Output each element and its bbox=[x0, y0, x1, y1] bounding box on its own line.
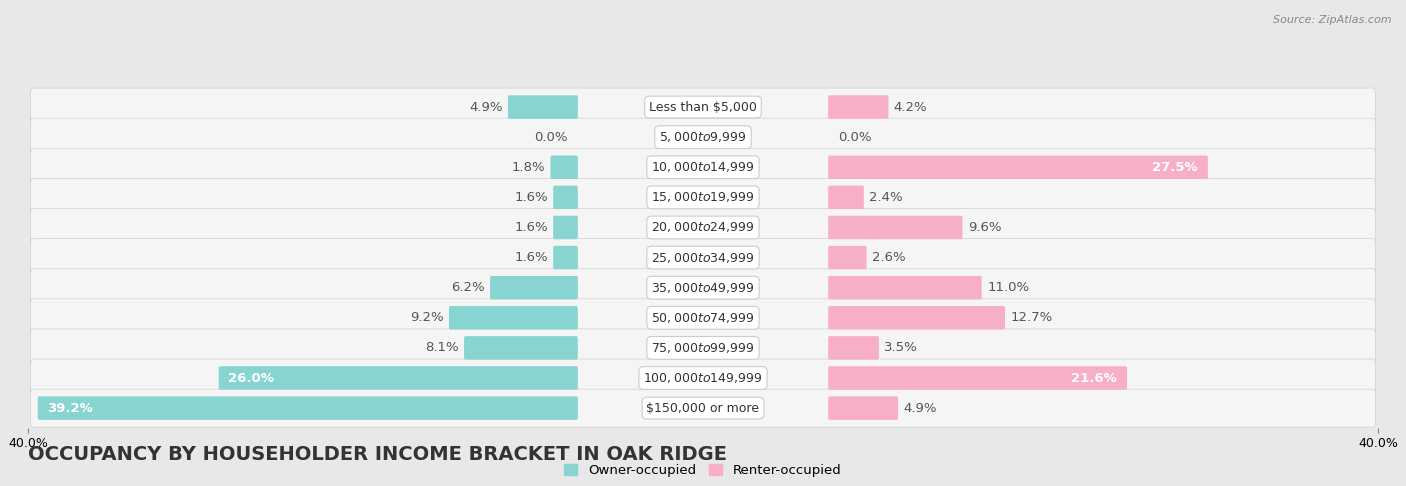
Text: 2.6%: 2.6% bbox=[872, 251, 905, 264]
Text: $150,000 or more: $150,000 or more bbox=[647, 401, 759, 415]
FancyBboxPatch shape bbox=[219, 366, 578, 390]
FancyBboxPatch shape bbox=[31, 239, 1375, 277]
Text: 8.1%: 8.1% bbox=[425, 341, 458, 354]
FancyBboxPatch shape bbox=[828, 336, 879, 360]
FancyBboxPatch shape bbox=[553, 246, 578, 269]
Text: 9.2%: 9.2% bbox=[411, 312, 444, 324]
Text: 12.7%: 12.7% bbox=[1011, 312, 1053, 324]
Text: Source: ZipAtlas.com: Source: ZipAtlas.com bbox=[1274, 15, 1392, 25]
Text: 11.0%: 11.0% bbox=[987, 281, 1029, 294]
FancyBboxPatch shape bbox=[828, 246, 866, 269]
FancyBboxPatch shape bbox=[449, 306, 578, 330]
Text: $25,000 to $34,999: $25,000 to $34,999 bbox=[651, 251, 755, 264]
FancyBboxPatch shape bbox=[491, 276, 578, 299]
FancyBboxPatch shape bbox=[31, 299, 1375, 337]
FancyBboxPatch shape bbox=[828, 276, 981, 299]
FancyBboxPatch shape bbox=[828, 95, 889, 119]
FancyBboxPatch shape bbox=[553, 186, 578, 209]
Text: $35,000 to $49,999: $35,000 to $49,999 bbox=[651, 281, 755, 295]
FancyBboxPatch shape bbox=[508, 95, 578, 119]
FancyBboxPatch shape bbox=[828, 186, 863, 209]
Text: 3.5%: 3.5% bbox=[884, 341, 918, 354]
FancyBboxPatch shape bbox=[31, 118, 1375, 156]
FancyBboxPatch shape bbox=[550, 156, 578, 179]
Text: 21.6%: 21.6% bbox=[1071, 371, 1118, 384]
Text: 0.0%: 0.0% bbox=[534, 131, 568, 144]
Text: $75,000 to $99,999: $75,000 to $99,999 bbox=[651, 341, 755, 355]
Text: 1.6%: 1.6% bbox=[515, 251, 548, 264]
Text: $50,000 to $74,999: $50,000 to $74,999 bbox=[651, 311, 755, 325]
Text: 1.6%: 1.6% bbox=[515, 221, 548, 234]
Text: 39.2%: 39.2% bbox=[48, 401, 93, 415]
FancyBboxPatch shape bbox=[828, 156, 1208, 179]
Text: $10,000 to $14,999: $10,000 to $14,999 bbox=[651, 160, 755, 174]
Text: $15,000 to $19,999: $15,000 to $19,999 bbox=[651, 191, 755, 205]
FancyBboxPatch shape bbox=[828, 366, 1128, 390]
Text: 26.0%: 26.0% bbox=[229, 371, 274, 384]
Text: 4.9%: 4.9% bbox=[470, 101, 502, 114]
Text: $5,000 to $9,999: $5,000 to $9,999 bbox=[659, 130, 747, 144]
Text: 2.4%: 2.4% bbox=[869, 191, 903, 204]
FancyBboxPatch shape bbox=[828, 306, 1005, 330]
FancyBboxPatch shape bbox=[464, 336, 578, 360]
Text: Less than $5,000: Less than $5,000 bbox=[650, 101, 756, 114]
Text: 4.2%: 4.2% bbox=[894, 101, 928, 114]
FancyBboxPatch shape bbox=[31, 329, 1375, 367]
Text: OCCUPANCY BY HOUSEHOLDER INCOME BRACKET IN OAK RIDGE: OCCUPANCY BY HOUSEHOLDER INCOME BRACKET … bbox=[28, 445, 727, 464]
FancyBboxPatch shape bbox=[828, 216, 963, 239]
Text: 1.6%: 1.6% bbox=[515, 191, 548, 204]
Text: 1.8%: 1.8% bbox=[512, 161, 546, 174]
FancyBboxPatch shape bbox=[31, 269, 1375, 307]
Text: 27.5%: 27.5% bbox=[1153, 161, 1198, 174]
FancyBboxPatch shape bbox=[31, 208, 1375, 246]
Legend: Owner-occupied, Renter-occupied: Owner-occupied, Renter-occupied bbox=[560, 459, 846, 482]
Text: 6.2%: 6.2% bbox=[451, 281, 485, 294]
FancyBboxPatch shape bbox=[31, 148, 1375, 186]
FancyBboxPatch shape bbox=[31, 88, 1375, 126]
FancyBboxPatch shape bbox=[31, 359, 1375, 397]
Text: $20,000 to $24,999: $20,000 to $24,999 bbox=[651, 221, 755, 234]
Text: 4.9%: 4.9% bbox=[904, 401, 936, 415]
FancyBboxPatch shape bbox=[31, 389, 1375, 427]
Text: 9.6%: 9.6% bbox=[967, 221, 1001, 234]
FancyBboxPatch shape bbox=[553, 216, 578, 239]
Text: $100,000 to $149,999: $100,000 to $149,999 bbox=[644, 371, 762, 385]
Text: 0.0%: 0.0% bbox=[838, 131, 872, 144]
FancyBboxPatch shape bbox=[828, 397, 898, 420]
FancyBboxPatch shape bbox=[38, 397, 578, 420]
FancyBboxPatch shape bbox=[31, 178, 1375, 216]
